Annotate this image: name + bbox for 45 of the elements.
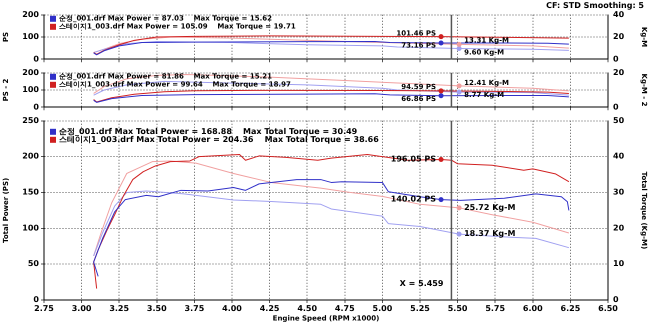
y2-tick-label: 0 (613, 102, 619, 112)
x-tick-label: 4.50 (297, 304, 318, 313)
y-tick-label: 50 (28, 259, 40, 268)
x-tick-label: 5.25 (410, 304, 430, 313)
y-tick-label: 200 (22, 10, 40, 19)
x-tick-label: 5.50 (448, 304, 468, 313)
y-tick-label: 200 (22, 152, 40, 161)
y2-tick-label: 0 (613, 54, 619, 64)
x-tick-label: 2.75 (34, 304, 54, 313)
data-label: 25.72 Kg-M (464, 202, 516, 212)
legend-label: 순정_001.drf Max Total Power = 168.88 Max Total Torque = 30.49 (59, 126, 358, 136)
y2-tick-label: 50 (613, 116, 625, 125)
y-tick-label: 100 (22, 85, 40, 94)
x-tick-label: 3.75 (184, 304, 205, 313)
text: CF: STD Smoothing: 5 (546, 1, 644, 10)
x-tick-label: 3.25 (109, 304, 130, 313)
x-tick-label: 5.75 (485, 304, 506, 313)
y2-tick-label: 40 (613, 152, 625, 161)
ref-line-label: X = 5.459 (400, 279, 444, 288)
x-tick-label: 3.00 (72, 304, 92, 313)
y-tick-label: 150 (22, 188, 40, 197)
y-tick-label: 0 (33, 102, 40, 112)
y-tick-label: 100 (22, 223, 40, 232)
y-tick-label: 200 (22, 68, 40, 77)
legend-label: 스테이지1_003.drf Max Total Power = 204.36 Max Total Torque = 38.66 (59, 134, 380, 144)
x-tick-label: 5.00 (372, 304, 393, 313)
y2-tick-label: 20 (613, 68, 625, 77)
y2-tick-label: 10 (613, 259, 625, 268)
x-tick-label: 4.25 (260, 304, 280, 313)
y-tick-label: 250 (22, 116, 40, 125)
y2-tick-label: 0 (613, 295, 619, 304)
x-tick-label: 6.25 (560, 304, 581, 313)
y-tick-label: 0 (33, 54, 40, 64)
y2-tick-label: 40 (613, 10, 625, 19)
x-tick-label: 4.75 (334, 304, 356, 313)
y2-tick-label: 30 (613, 188, 625, 197)
y2-tick-label: 20 (613, 32, 625, 42)
y-tick-label: 100 (22, 32, 40, 42)
y2-tick-label: 20 (613, 223, 625, 232)
y-tick-label: 0 (33, 295, 40, 304)
x-tick-label: 6.00 (522, 304, 544, 313)
x-tick-label: 4.00 (222, 304, 242, 313)
x-tick-label: 3.50 (146, 304, 168, 313)
x-tick-label: 6.50 (598, 304, 618, 313)
data-label: 18.37 Kg-M (464, 229, 516, 238)
